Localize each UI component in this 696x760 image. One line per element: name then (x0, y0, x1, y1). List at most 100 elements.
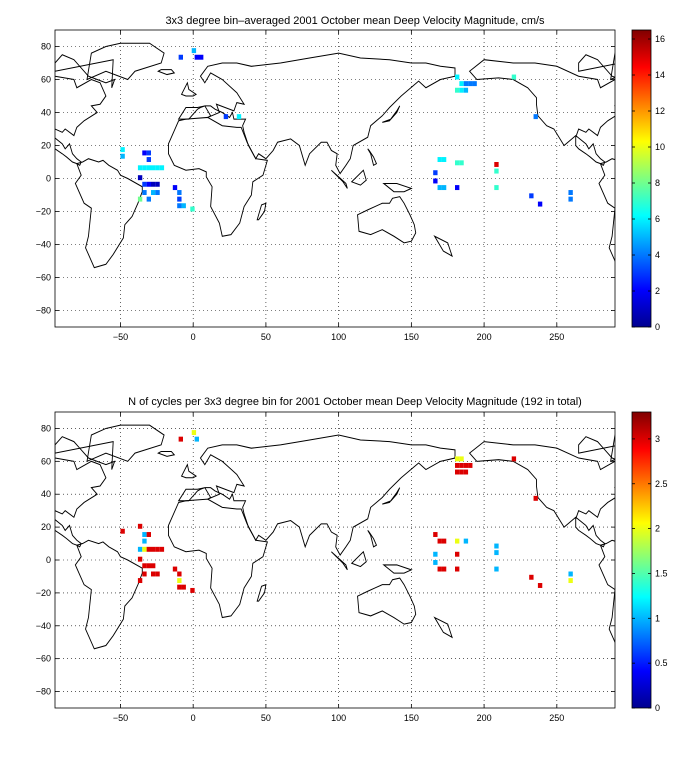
colorbar-tick-label: 2.5 (655, 479, 668, 489)
y-tick-label: −60 (36, 654, 51, 664)
x-tick-label: −50 (113, 332, 128, 342)
data-cell (437, 566, 442, 572)
y-tick-label: 0 (46, 555, 51, 565)
data-cell (155, 190, 160, 195)
data-cell (455, 185, 460, 191)
data-cell (137, 546, 143, 552)
data-cell (177, 578, 182, 584)
data-cell (190, 206, 195, 212)
chart-title: 3x3 degree bin–averaged 2001 October mea… (165, 15, 545, 27)
data-cell (120, 147, 125, 153)
data-cell (142, 181, 147, 187)
data-cell (191, 430, 197, 436)
data-cell (137, 175, 143, 181)
x-tick-label: 250 (549, 332, 564, 342)
data-cell (494, 550, 499, 556)
data-cell (120, 528, 125, 534)
data-cell (459, 456, 464, 462)
data-cell (455, 469, 460, 475)
data-cell (177, 190, 182, 195)
colorbar-gradient (631, 29, 652, 328)
colorbar-tick-label: 6 (655, 214, 660, 224)
data-cell (459, 160, 464, 166)
data-cell (151, 546, 156, 552)
colorbar-tick-label: 0 (655, 703, 660, 713)
y-tick-label: 20 (41, 522, 51, 532)
data-cell (191, 48, 197, 54)
data-cell (177, 196, 182, 202)
y-tick-label: 60 (41, 75, 51, 85)
data-cell (151, 181, 156, 187)
x-tick-label: 200 (477, 713, 492, 723)
data-cell (468, 81, 473, 87)
data-cell (468, 462, 473, 468)
x-tick-label: 250 (549, 713, 564, 723)
data-cell (181, 584, 186, 590)
data-cell (433, 178, 438, 184)
data-cell (155, 165, 160, 171)
data-cell (146, 157, 151, 162)
data-cell (441, 157, 447, 162)
data-cell (142, 190, 147, 195)
data-cell (455, 551, 460, 557)
data-cell (159, 165, 165, 171)
data-cell (568, 571, 573, 577)
data-cell (146, 532, 151, 537)
data-cell (142, 165, 147, 171)
colorbar-tick-label: 1.5 (655, 568, 668, 578)
colorbar-tick-label: 2 (655, 286, 660, 296)
data-cell (146, 563, 151, 569)
data-cell (194, 436, 199, 442)
data-cell (441, 566, 447, 572)
data-cell (146, 181, 151, 187)
data-cell (511, 456, 517, 462)
data-cell (463, 81, 469, 87)
colorbar-tick-label: 12 (655, 106, 665, 116)
y-tick-label: −20 (36, 207, 51, 217)
data-cell (463, 462, 469, 468)
chart-panel-1: 3x3 degree bin–averaged 2001 October mea… (36, 15, 665, 342)
y-tick-label: 80 (41, 42, 51, 52)
data-cell (463, 469, 469, 475)
data-cell (137, 556, 143, 562)
x-tick-label: −50 (113, 713, 128, 723)
x-tick-label: 150 (404, 332, 419, 342)
colorbar-tick-label: 3 (655, 434, 660, 444)
data-cell (142, 563, 147, 569)
data-cell (494, 566, 499, 572)
y-tick-label: 40 (41, 108, 51, 118)
data-cell (441, 538, 447, 544)
data-cell (463, 87, 469, 93)
data-cell (463, 538, 469, 544)
y-tick-label: −40 (36, 621, 51, 631)
y-tick-label: −40 (36, 240, 51, 250)
x-tick-label: 50 (261, 713, 271, 723)
y-tick-label: −60 (36, 273, 51, 283)
data-cell (177, 571, 182, 577)
y-tick-label: −20 (36, 588, 51, 598)
data-cell (433, 560, 438, 565)
data-cell (177, 584, 182, 590)
data-cell (146, 546, 151, 552)
colorbar-tick-label: 16 (655, 34, 665, 44)
y-tick-label: 20 (41, 141, 51, 151)
data-cell (455, 538, 460, 544)
data-cell (155, 181, 160, 187)
data-cell (172, 185, 178, 191)
data-cell (533, 114, 538, 120)
data-cell (455, 462, 460, 468)
data-cell (437, 157, 442, 162)
data-cell (223, 114, 229, 120)
data-cell (455, 456, 460, 462)
data-cell (172, 566, 178, 572)
data-cell (494, 168, 499, 174)
data-cell (199, 54, 204, 60)
data-cell (494, 162, 499, 167)
y-tick-label: −80 (36, 306, 51, 316)
data-cell (494, 543, 499, 549)
data-cell (159, 546, 165, 552)
y-tick-label: 80 (41, 423, 51, 433)
data-cell (181, 203, 186, 209)
y-tick-label: 40 (41, 489, 51, 499)
